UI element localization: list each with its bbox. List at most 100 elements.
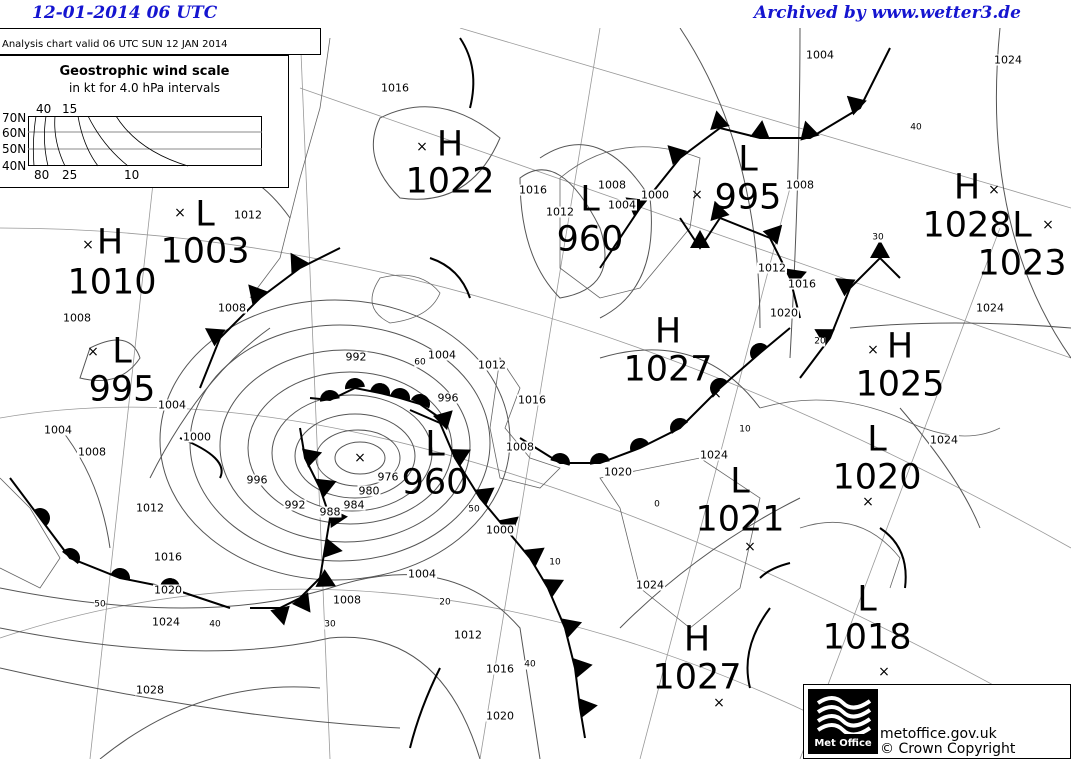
center-type: L — [195, 194, 215, 235]
isobar-label: 1020 — [769, 306, 799, 320]
center-value: 1022 — [405, 161, 495, 202]
wind-label: 60 — [414, 357, 426, 368]
front-east — [799, 240, 901, 379]
wind-label: 40 — [910, 122, 922, 133]
center-cross-icon: × — [710, 386, 722, 402]
isobar-label: 1016 — [787, 277, 817, 291]
met-office-logo: Met Office — [808, 689, 878, 754]
center-cross-icon: × — [354, 450, 366, 466]
wind-label: 50 — [94, 599, 106, 610]
center-value: 1023 — [977, 243, 1067, 284]
center-cross-icon: × — [867, 342, 879, 358]
isobar-label: 1008 — [62, 311, 92, 325]
logo-text: Met Office — [814, 738, 872, 749]
center-value: 960 — [556, 219, 624, 260]
center-cross-icon: × — [691, 187, 703, 203]
wind-label: 10 — [549, 557, 561, 568]
isobar-label: 984 — [342, 498, 366, 512]
center-type: L — [867, 419, 887, 460]
chart-title: Analysis chart valid 06 UTC SUN 12 JAN 2… — [0, 28, 321, 55]
wind-label: 40 — [209, 619, 221, 630]
isobar-label: 1008 — [505, 440, 535, 454]
archive-credit[interactable]: Archived by www.wetter3.de — [754, 3, 1021, 23]
center-type: H — [654, 311, 682, 352]
isobar-label: 1000 — [640, 188, 670, 202]
isobar-label: 1004 — [157, 398, 187, 412]
center-cross-icon: × — [1042, 217, 1054, 233]
isobar-label: 992 — [344, 350, 368, 364]
isobar-label: 1012 — [135, 501, 165, 515]
center-type: H — [436, 124, 464, 165]
isobar-label: 1012 — [477, 358, 507, 372]
scale-lat: 70N — [2, 111, 27, 125]
isobar-label: 1016 — [485, 662, 515, 676]
center-value: 1010 — [67, 262, 157, 303]
scale-bottom-label: 25 — [62, 168, 78, 182]
wind-label: 30 — [324, 619, 336, 630]
center-cross-icon: × — [174, 205, 186, 221]
isobar-label: 1012 — [757, 261, 787, 275]
isobar-label: 1008 — [217, 301, 247, 315]
isobar-label: 1000 — [485, 523, 515, 537]
center-type: L — [738, 139, 758, 180]
scale-lat: 60N — [2, 126, 27, 140]
synoptic-map — [0, 28, 1071, 759]
scale-title: Geostrophic wind scale — [59, 64, 230, 79]
isobar-label: 1020 — [153, 583, 183, 597]
isobar-label: 1004 — [407, 567, 437, 581]
scale-bottom-label: 80 — [34, 168, 50, 182]
scale-top-label: 15 — [62, 102, 78, 116]
center-value: 1027 — [652, 657, 742, 698]
geostrophic-wind-scale: Geostrophic wind scale in kt for 4.0 hPa… — [0, 55, 289, 188]
isobar-label: 1008 — [332, 593, 362, 607]
isobar-label: 1012 — [545, 205, 575, 219]
cold-front — [409, 409, 598, 739]
center-type: H — [96, 222, 124, 263]
center-type: H — [683, 619, 711, 660]
met-office-footer: Met Office metoffice.gov.uk © Crown Copy… — [803, 684, 1071, 759]
center-type: H — [886, 326, 914, 367]
scale-lat: 50N — [2, 142, 27, 156]
isobar-label: 1024 — [993, 53, 1023, 67]
center-value: 1025 — [855, 364, 945, 405]
isobar-label: 1004 — [607, 198, 637, 212]
isobar-label: 1016 — [517, 393, 547, 407]
scale-subtitle: in kt for 4.0 hPa intervals — [69, 81, 220, 95]
center-type: L — [857, 579, 877, 620]
isobar-label: 1004 — [805, 48, 835, 62]
scale-bottom-label: 10 — [124, 168, 140, 182]
isobar-label: 1024 — [699, 448, 729, 462]
isobar-label: 1012 — [233, 208, 263, 222]
isobar-label: 976 — [376, 470, 400, 484]
center-value: 1020 — [832, 457, 922, 498]
isobar-label: 1016 — [380, 81, 410, 95]
isobar-label: 996 — [436, 391, 460, 405]
isobar-label: 1000 — [182, 430, 212, 444]
warm-front-east — [519, 327, 791, 466]
wind-label: 20 — [814, 336, 826, 347]
isobar-label: 1024 — [635, 578, 665, 592]
center-type: L — [425, 424, 445, 465]
center-value: 995 — [714, 177, 782, 218]
wind-label: 40 — [524, 659, 536, 670]
center-value: 1027 — [623, 349, 713, 390]
wind-label: 30 — [872, 232, 884, 243]
center-value: 1003 — [160, 231, 250, 272]
site-link[interactable]: metoffice.gov.uk — [880, 726, 997, 742]
isobar-label: 988 — [318, 505, 342, 519]
center-type: H — [953, 167, 981, 208]
center-cross-icon: × — [713, 695, 725, 711]
isobar-label: 1016 — [518, 183, 548, 197]
isobar-label: 1020 — [603, 465, 633, 479]
wind-label: 0 — [654, 499, 660, 510]
center-type: L — [730, 461, 750, 502]
chart-date-time: 12-01-2014 06 UTC — [32, 3, 218, 23]
center-value: 1018 — [822, 617, 912, 658]
center-type: L — [580, 179, 600, 220]
center-value: 1021 — [695, 499, 785, 540]
scale-lat: 40N — [2, 159, 27, 173]
isobar-label: 1012 — [453, 628, 483, 642]
scale-top-label: 40 — [36, 102, 52, 116]
wind-label: 50 — [468, 504, 480, 515]
isobar-label: 980 — [357, 484, 381, 498]
